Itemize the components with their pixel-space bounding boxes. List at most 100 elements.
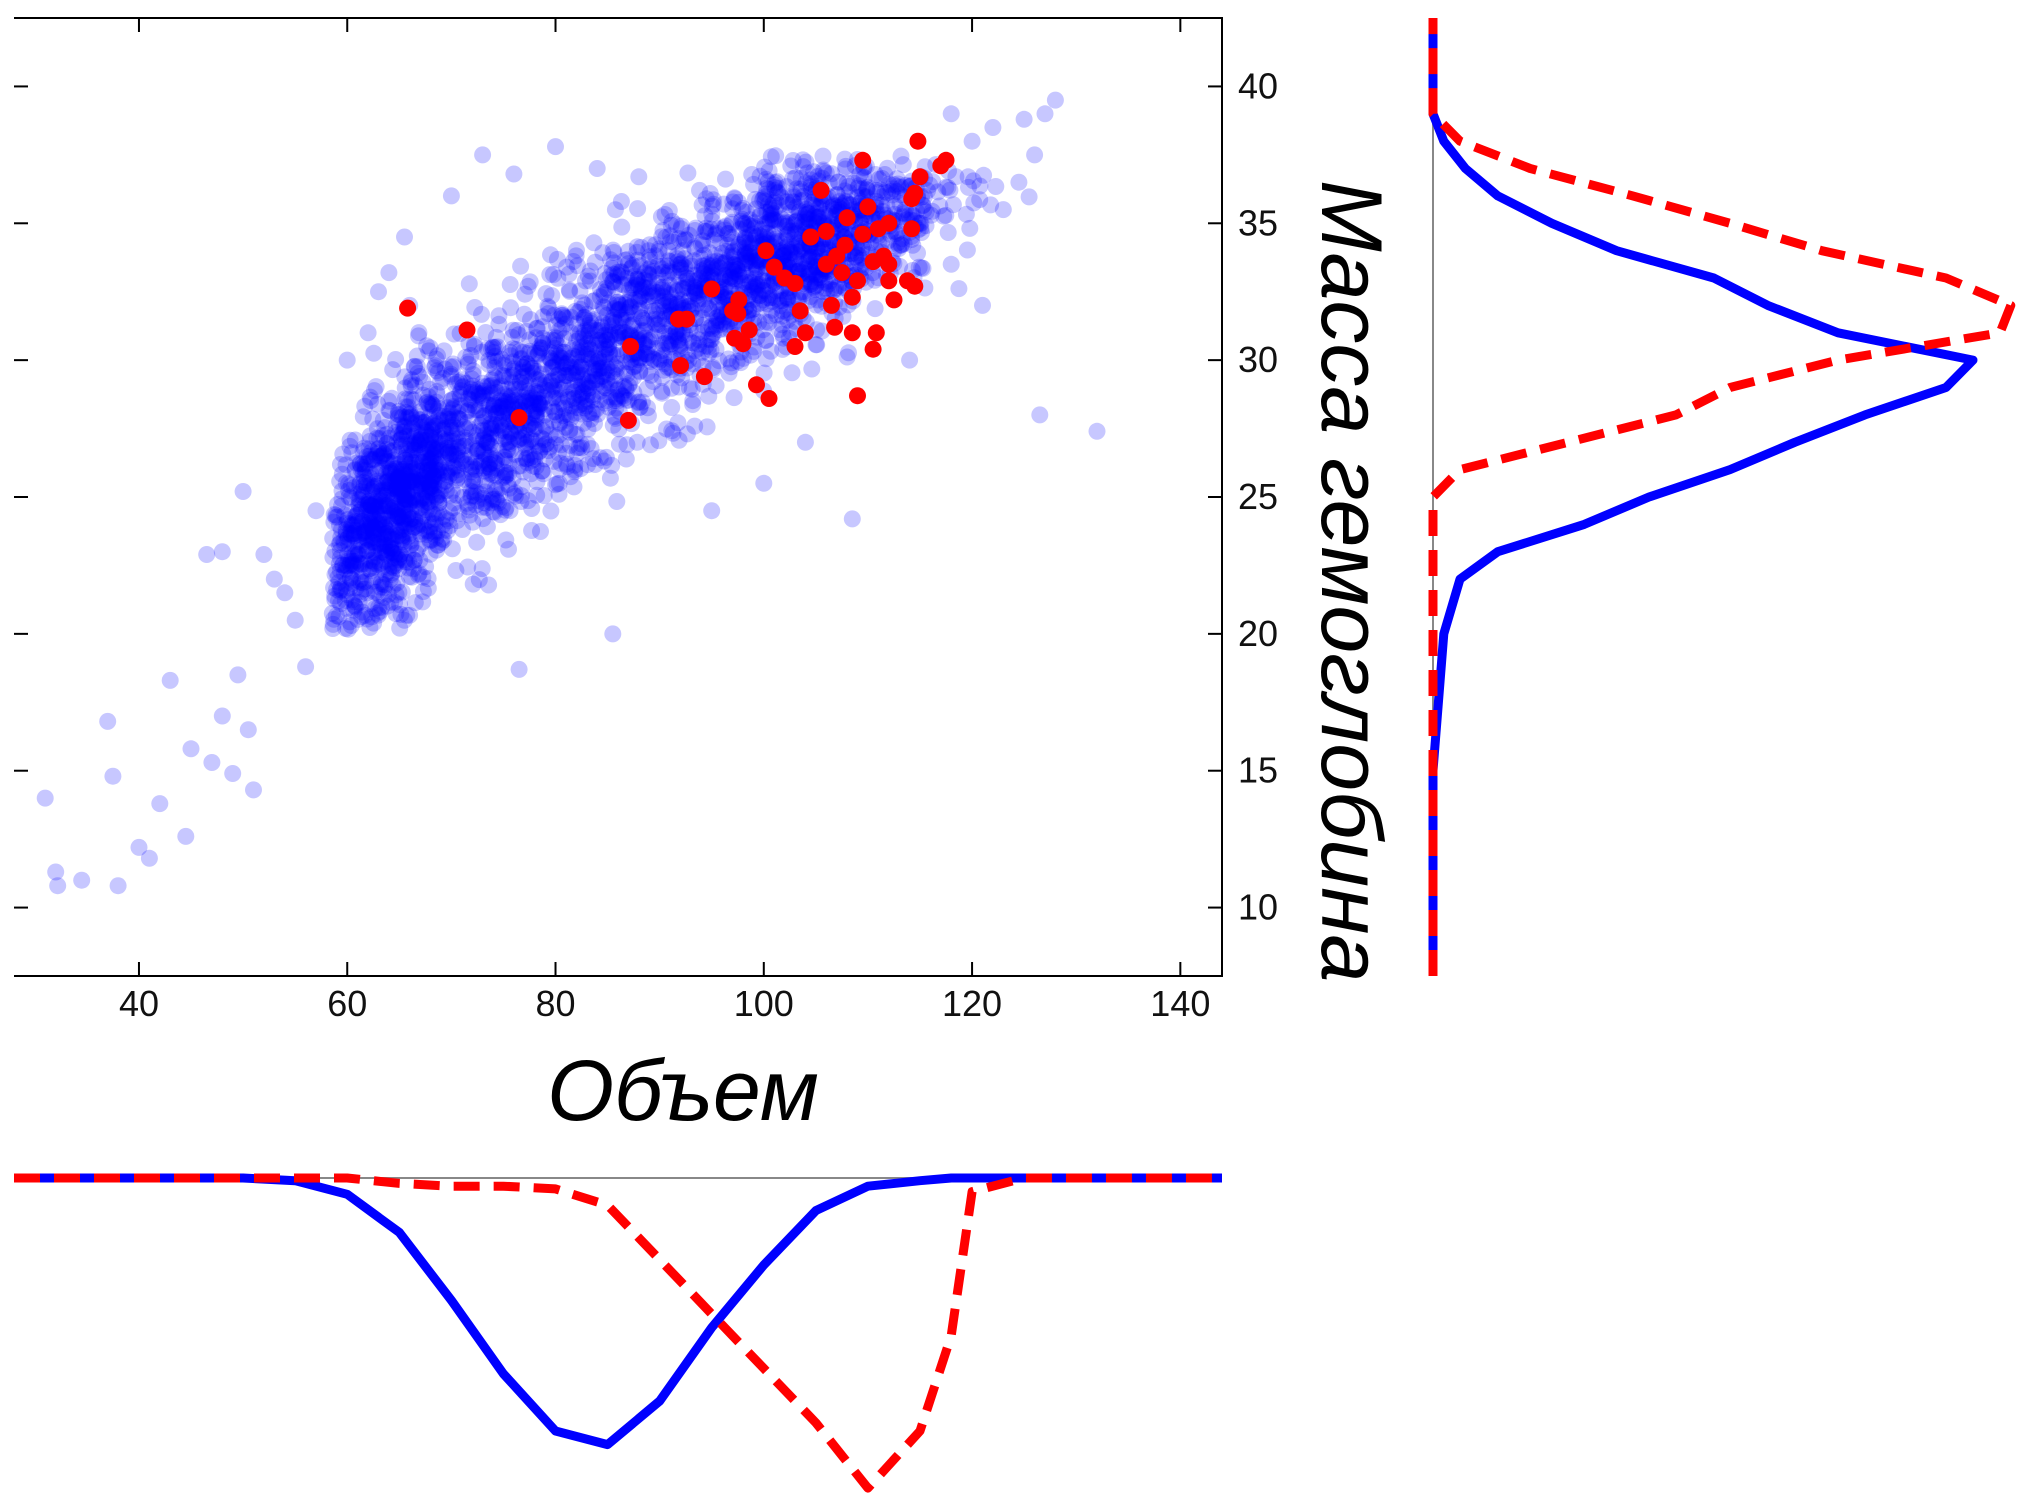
blue-point <box>625 384 643 402</box>
blue-point <box>594 304 612 322</box>
blue-point <box>503 425 520 443</box>
blue-point <box>577 346 595 363</box>
red-point <box>937 151 955 169</box>
blue-point <box>529 394 547 412</box>
blue-point <box>519 277 537 295</box>
blue-point <box>548 336 566 354</box>
blue-point <box>648 339 666 357</box>
blue-point <box>369 395 387 413</box>
blue-point <box>443 540 461 558</box>
blue-point <box>484 503 502 520</box>
blue-point <box>400 568 418 586</box>
blue-point <box>566 426 584 443</box>
blue-point <box>747 279 764 297</box>
blue-point <box>531 442 548 460</box>
blue-point <box>333 465 351 483</box>
blue-point <box>462 380 480 398</box>
blue-point <box>456 437 474 455</box>
blue-point <box>461 456 479 474</box>
blue-point <box>617 294 635 312</box>
red-point <box>849 272 866 290</box>
blue-point <box>457 455 475 473</box>
blue-point <box>574 338 592 356</box>
blue-point <box>518 383 536 401</box>
blue-point <box>415 496 433 514</box>
blue-point <box>460 420 478 438</box>
blue-point <box>245 781 262 799</box>
blue-point <box>645 351 663 369</box>
blue-point <box>459 558 477 576</box>
blue-point <box>741 211 759 229</box>
red-point <box>458 321 476 339</box>
blue-point <box>551 415 568 433</box>
blue-point <box>571 324 589 342</box>
blue-point <box>640 267 658 285</box>
blue-point <box>600 398 618 416</box>
blue-point <box>587 371 605 388</box>
blue-point <box>638 333 656 350</box>
blue-point <box>367 525 385 543</box>
red-point <box>838 209 856 227</box>
blue-point <box>526 344 544 362</box>
blue-point <box>568 241 585 259</box>
blue-point <box>628 275 646 293</box>
blue-point <box>344 571 362 589</box>
blue-point <box>104 767 122 785</box>
blue-point <box>551 349 569 367</box>
blue-point <box>482 340 500 357</box>
blue-point <box>602 388 619 406</box>
blue-point <box>224 765 242 782</box>
blue-point <box>377 480 395 498</box>
blue-point <box>661 293 679 311</box>
blue-point <box>527 387 545 405</box>
blue-point <box>661 227 679 245</box>
blue-point <box>609 392 626 410</box>
blue-point <box>687 279 705 297</box>
blue-point <box>696 207 714 225</box>
blue-point <box>621 317 639 335</box>
blue-point <box>468 492 486 510</box>
blue-point <box>677 272 695 290</box>
blue-point <box>901 351 919 369</box>
blue-point <box>644 263 662 280</box>
blue-point <box>761 209 779 227</box>
blue-point <box>421 522 439 540</box>
blue-point <box>515 430 533 448</box>
blue-point <box>473 343 491 361</box>
blue-point <box>495 448 513 466</box>
blue-point <box>630 277 647 295</box>
blue-point <box>612 296 629 314</box>
blue-point <box>513 368 530 386</box>
blue-point <box>644 350 662 368</box>
blue-point <box>536 450 554 468</box>
blue-point <box>497 433 515 451</box>
blue-point <box>494 397 512 415</box>
blue-point <box>823 165 841 183</box>
blue-point <box>402 373 420 391</box>
blue-point <box>532 394 550 412</box>
blue-point <box>568 445 586 462</box>
blue-point <box>331 456 349 473</box>
blue-point <box>471 417 489 434</box>
y-tick-label: 35 <box>1238 202 1278 243</box>
blue-point <box>213 707 231 725</box>
blue-point <box>612 267 629 285</box>
blue-point <box>587 400 605 418</box>
blue-point <box>512 257 530 275</box>
blue-point <box>441 517 459 535</box>
blue-point <box>637 286 655 303</box>
blue-point <box>507 378 525 396</box>
blue-point <box>527 394 544 412</box>
blue-point <box>513 478 531 495</box>
blue-point <box>698 418 716 436</box>
blue-point <box>198 546 216 563</box>
blue-point <box>800 210 818 228</box>
blue-point <box>515 379 533 397</box>
blue-point <box>513 363 531 381</box>
blue-point <box>491 486 509 504</box>
blue-point <box>734 349 752 367</box>
blue-point <box>649 274 667 292</box>
blue-point <box>438 522 456 540</box>
blue-point <box>457 348 475 366</box>
blue-point <box>286 611 304 629</box>
